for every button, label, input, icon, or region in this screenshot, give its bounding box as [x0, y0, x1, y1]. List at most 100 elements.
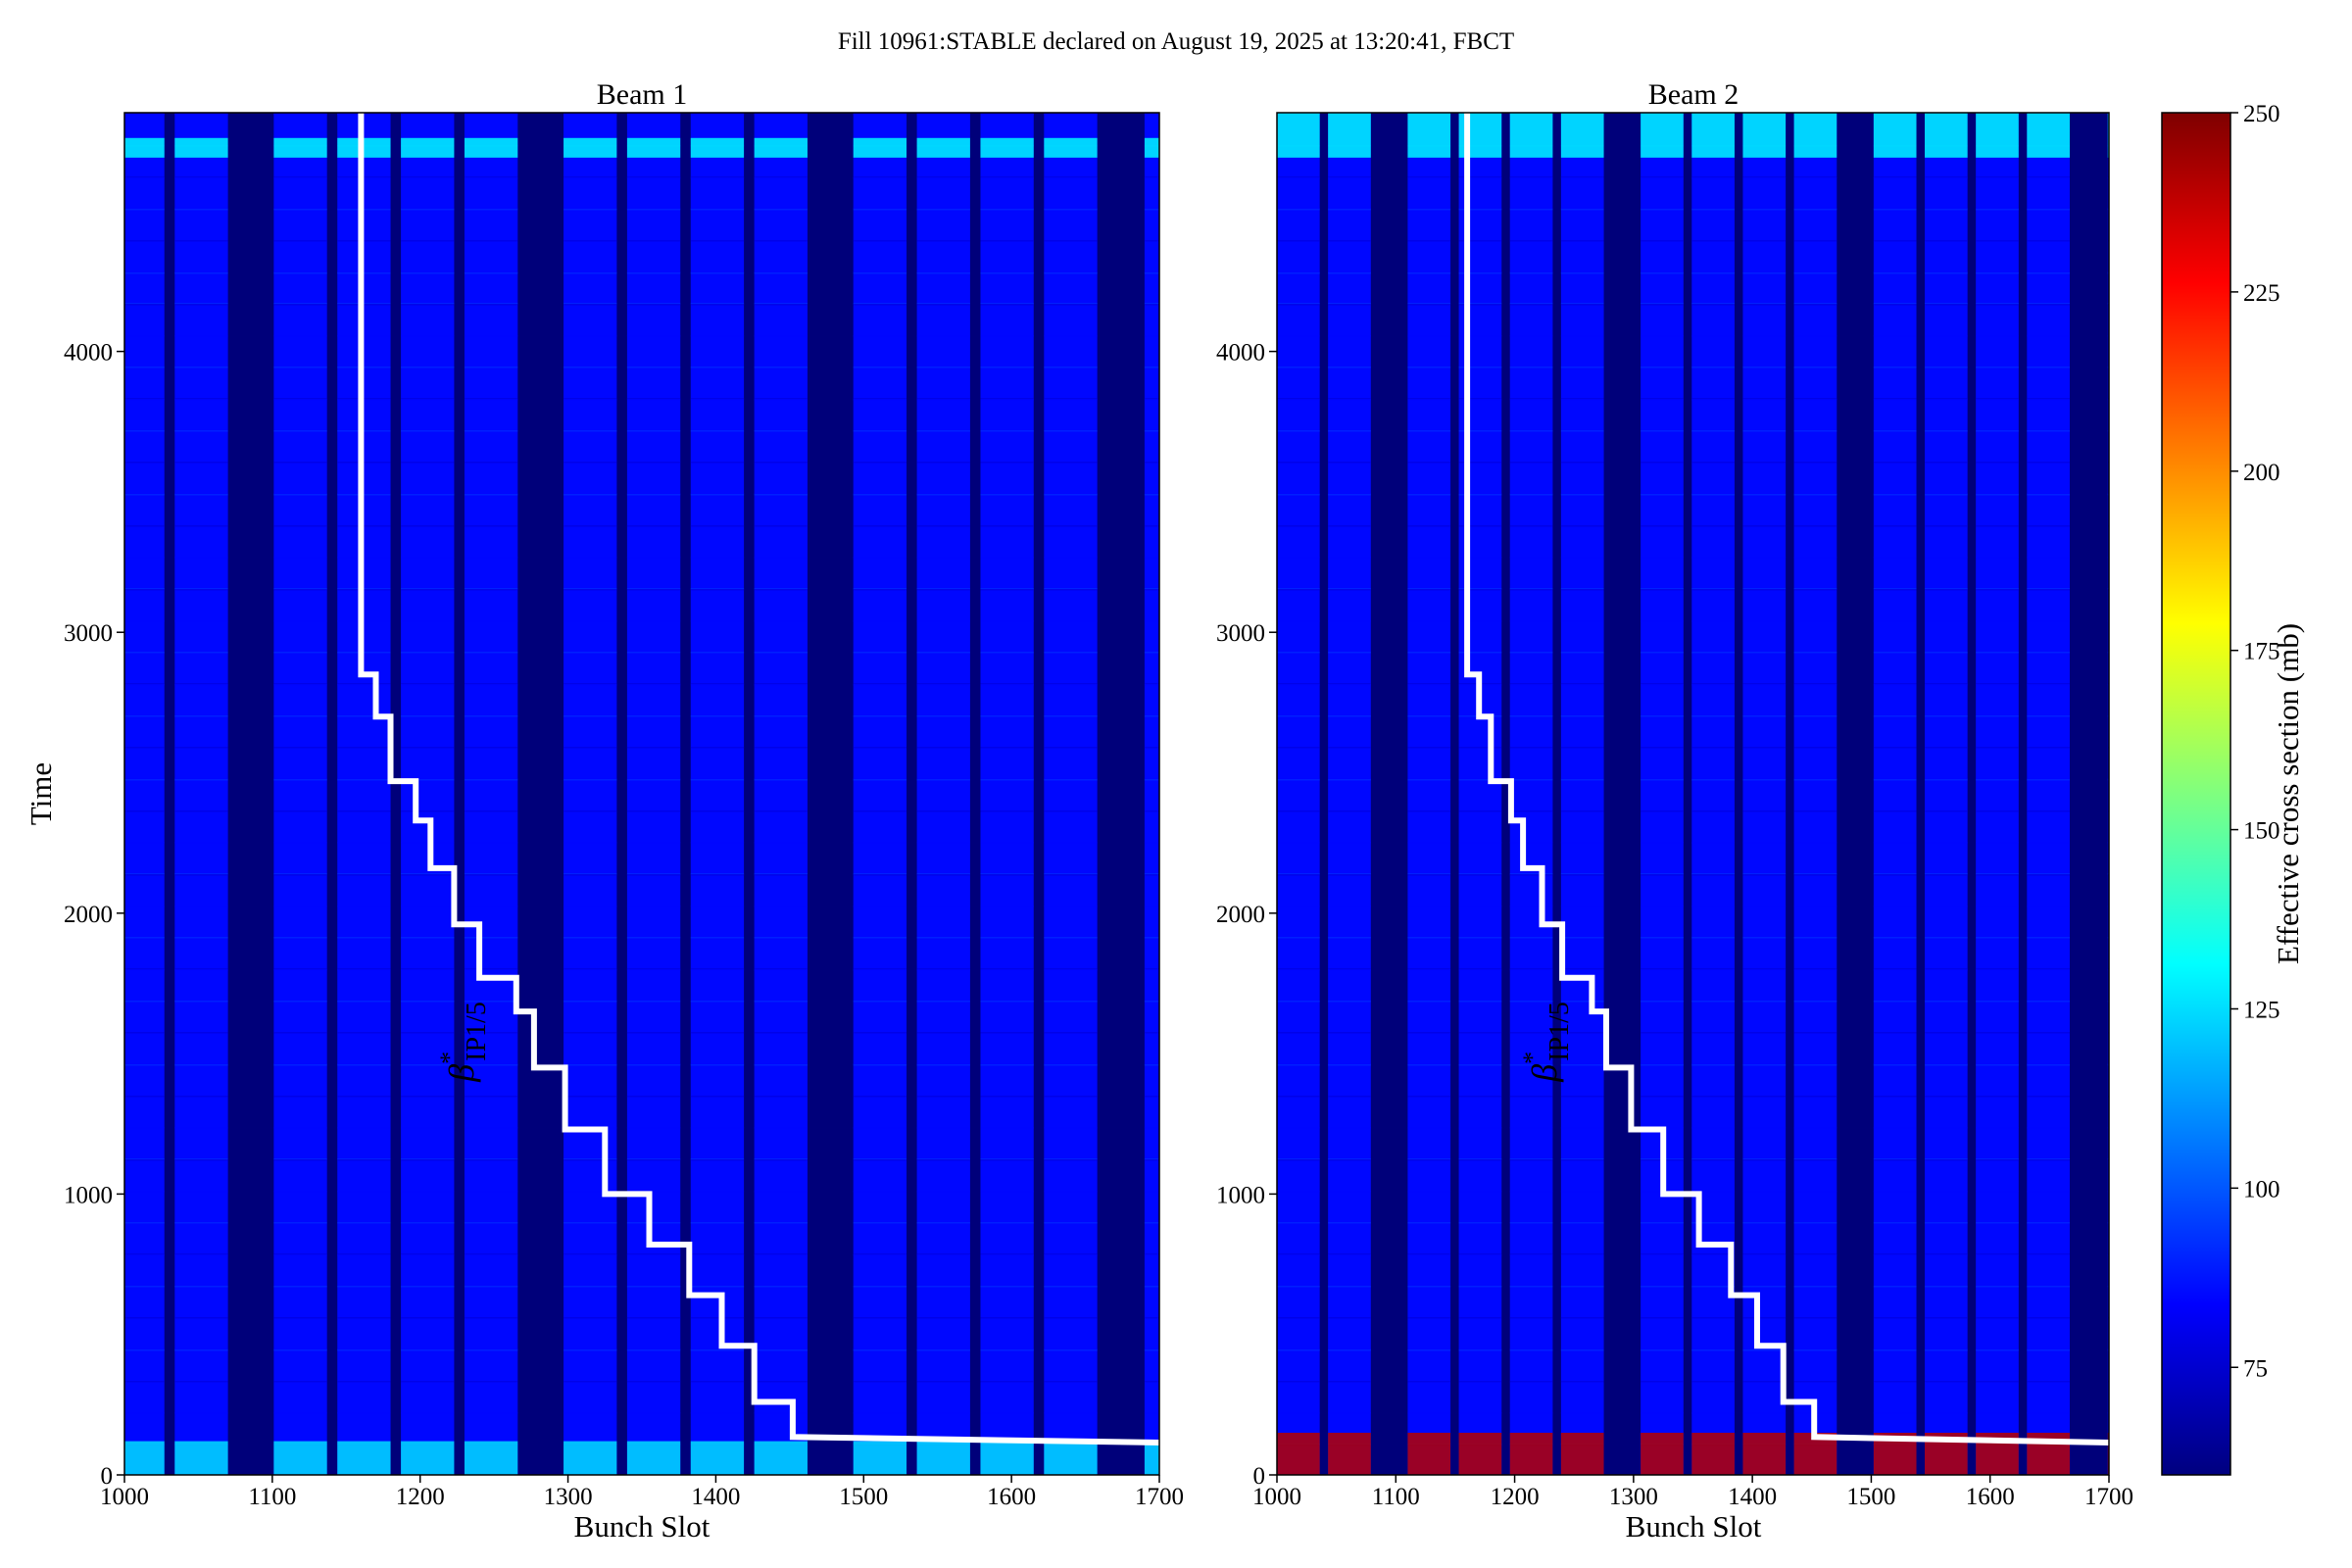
train-striation: [1407, 209, 1451, 211]
train-striation: [1641, 557, 1684, 559]
train-striation: [564, 874, 617, 876]
train-striation: [1328, 494, 1371, 496]
train-striation: [401, 747, 455, 749]
train-striation: [1560, 430, 1604, 432]
train-striation: [401, 399, 455, 401]
train-striation: [1458, 557, 1502, 559]
train-striation: [2027, 715, 2070, 717]
beam2-beta-overlay: β*IP1/5: [1464, 113, 2110, 1446]
train-striation: [564, 240, 617, 242]
train-striation: [1328, 177, 1371, 179]
train-striation: [464, 1001, 518, 1003]
train-striation: [1873, 1064, 1917, 1066]
train-striation: [124, 1317, 165, 1319]
train-striation: [626, 304, 681, 306]
train-striation: [1925, 874, 1968, 876]
train-striation: [564, 968, 617, 970]
train-striation: [1925, 779, 1968, 781]
train-striation: [916, 304, 970, 306]
x-tick-label: 1400: [691, 1484, 740, 1510]
bunch-train: [1976, 113, 2019, 1475]
train-striation: [1691, 1381, 1735, 1383]
train-striation: [273, 683, 327, 685]
train-striation: [916, 715, 970, 717]
train-striation: [1641, 399, 1684, 401]
train-striation: [1044, 1001, 1098, 1003]
train-striation: [1793, 684, 1838, 686]
train-striation: [2027, 525, 2070, 527]
train-striation: [273, 874, 327, 876]
train-striation: [1691, 177, 1735, 179]
train-striation: [401, 906, 455, 907]
train-striation: [626, 272, 681, 274]
train-striation: [2027, 1348, 2070, 1350]
train-striation: [124, 1158, 165, 1160]
train-striation: [1793, 1001, 1838, 1003]
train-striation: [124, 335, 165, 337]
train-striation: [1793, 969, 1838, 971]
train-striation: [1742, 873, 1787, 875]
train-striation: [690, 1222, 745, 1224]
train-striation: [1458, 209, 1502, 211]
train-striation: [1742, 588, 1787, 590]
train-striation: [464, 1348, 518, 1350]
train-striation: [1277, 493, 1320, 495]
train-striation: [980, 525, 1034, 527]
train-striation: [174, 874, 228, 876]
train-striation: [1976, 1127, 2019, 1129]
train-striation: [464, 398, 518, 400]
train-striation: [690, 1096, 745, 1098]
train-striation: [1641, 906, 1684, 907]
train-striation: [1641, 240, 1684, 242]
train-striation: [1976, 969, 2019, 971]
y-tick-label: 0: [101, 1463, 114, 1490]
train-striation: [1793, 399, 1838, 401]
train-striation: [124, 1348, 165, 1350]
train-striation: [1793, 177, 1838, 179]
train-striation: [464, 1222, 518, 1224]
train-striation: [980, 969, 1034, 971]
train-striation: [1044, 398, 1098, 400]
train-striation: [853, 1191, 907, 1193]
train-striation: [273, 937, 327, 939]
train-striation: [1925, 1096, 1968, 1098]
train-striation: [564, 1381, 617, 1383]
hot-band: [626, 1441, 681, 1475]
train-striation: [1925, 1222, 1968, 1224]
train-striation: [1742, 969, 1787, 971]
train-striation: [464, 494, 518, 496]
train-striation: [464, 620, 518, 622]
train-striation: [401, 715, 455, 717]
train-striation: [1328, 683, 1371, 685]
train-striation: [1458, 810, 1502, 812]
train-striation: [1277, 906, 1320, 907]
train-striation: [564, 335, 617, 337]
train-striation: [1407, 779, 1451, 781]
train-striation: [337, 1222, 391, 1224]
train-striation: [273, 842, 327, 844]
train-striation: [626, 398, 681, 400]
train-striation: [124, 1159, 165, 1161]
train-striation: [1873, 1348, 1917, 1350]
train-striation: [401, 1317, 455, 1319]
train-striation: [690, 810, 745, 812]
hot-band: [1044, 137, 1098, 158]
train-striation: [626, 1159, 681, 1161]
train-striation: [1044, 430, 1098, 432]
train-striation: [853, 588, 907, 590]
hot-band: [916, 1441, 970, 1475]
train-striation: [1044, 684, 1098, 686]
train-striation: [1277, 747, 1320, 749]
train-striation: [1458, 304, 1502, 306]
train-striation: [1144, 778, 1159, 780]
beam1-heatmap: [124, 113, 1159, 1475]
train-striation: [980, 177, 1034, 179]
train-striation: [980, 1317, 1034, 1319]
train-striation: [1560, 1349, 1604, 1351]
train-striation: [1509, 684, 1553, 686]
train-striation: [754, 494, 808, 496]
train-striation: [124, 937, 165, 939]
train-striation: [754, 1254, 808, 1256]
train-striation: [1458, 1064, 1502, 1066]
train-striation: [1641, 874, 1684, 876]
